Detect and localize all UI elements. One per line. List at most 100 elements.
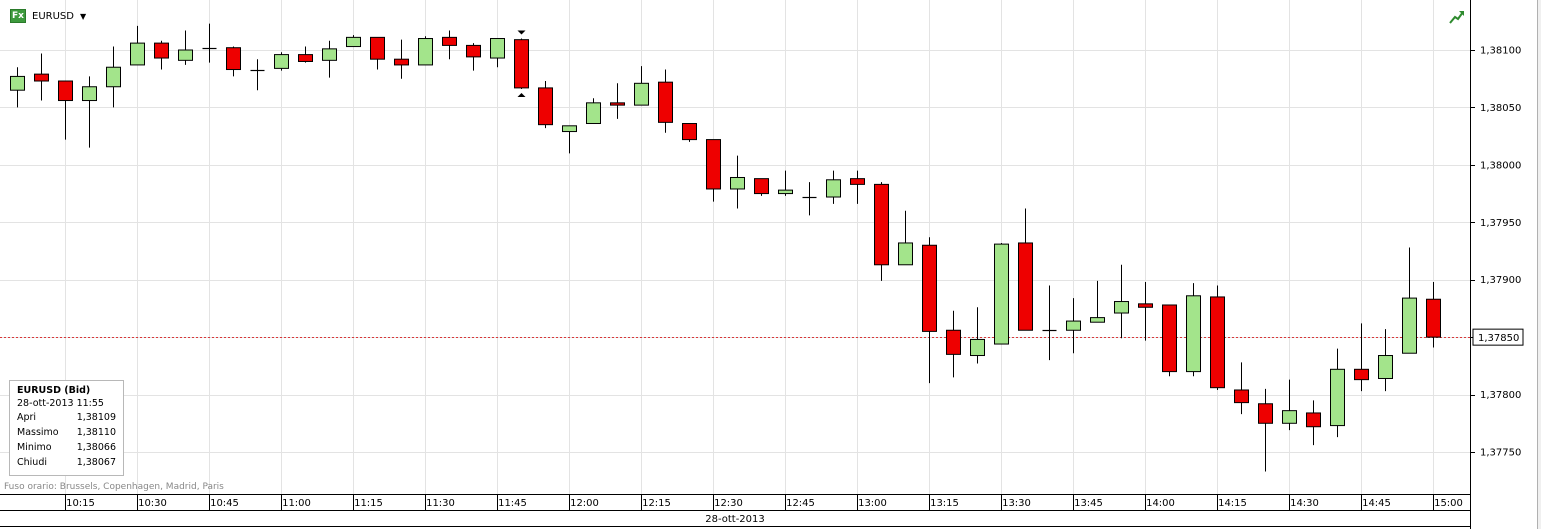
- candle-body-down[interactable]: [226, 47, 241, 71]
- candle-body-up[interactable]: [586, 102, 601, 125]
- info-label: Minimo: [17, 442, 52, 453]
- info-title: EURUSD (Bid): [17, 385, 91, 396]
- x-tick-label: 14:00: [1146, 498, 1175, 509]
- y-tick-label: 1,37800: [1480, 390, 1521, 401]
- info-label: Massimo: [17, 427, 59, 438]
- x-tick-label: 14:45: [1362, 498, 1391, 509]
- candle-body-down[interactable]: [706, 139, 721, 190]
- x-tick-label: 12:00: [570, 498, 599, 509]
- candle-body-up[interactable]: [898, 242, 913, 266]
- candle-body-down[interactable]: [1258, 403, 1273, 424]
- symbol-selector[interactable]: Fx EURUSD ▼: [10, 8, 86, 24]
- info-box: EURUSD (Bid) 28-ott-2013 11:55 Apri 1,381…: [9, 380, 124, 476]
- candle-body-up[interactable]: [322, 48, 337, 61]
- x-tick-label: 13:00: [858, 498, 887, 509]
- x-tick-label: 12:15: [642, 498, 671, 509]
- candle-body-down[interactable]: [610, 102, 625, 106]
- candle-body-down[interactable]: [514, 39, 529, 89]
- candle-body-up[interactable]: [970, 338, 985, 357]
- candle-body-down[interactable]: [946, 329, 961, 355]
- candle-body-down[interactable]: [1306, 412, 1321, 428]
- date-label: 28-ott-2013: [705, 514, 765, 525]
- candle-body-up[interactable]: [562, 125, 577, 133]
- candle-body-up[interactable]: [1114, 301, 1129, 314]
- candle-body-up[interactable]: [178, 49, 193, 61]
- candle-body-down[interactable]: [754, 178, 769, 195]
- candle-body-down[interactable]: [370, 36, 385, 60]
- candle-body-down[interactable]: [298, 54, 313, 62]
- info-value: 1,38109: [76, 412, 116, 423]
- x-tick-label: 10:15: [66, 498, 95, 509]
- selection-marker-top-icon: [517, 30, 526, 35]
- info-row: Minimo 1,38066: [17, 440, 116, 455]
- candle-body-down[interactable]: [154, 42, 169, 59]
- y-tick-label: 1,37950: [1480, 218, 1521, 229]
- candle-body-down[interactable]: [874, 183, 889, 266]
- candle-body-down[interactable]: [58, 80, 73, 102]
- candle-body-down[interactable]: [442, 36, 457, 46]
- x-tick-label: 13:30: [1002, 498, 1031, 509]
- candle-body-down[interactable]: [1210, 296, 1225, 389]
- candle-body-up[interactable]: [778, 189, 793, 195]
- candle-body-down[interactable]: [1354, 368, 1369, 381]
- candle-body-down[interactable]: [394, 58, 409, 66]
- candle-body-up[interactable]: [418, 38, 433, 66]
- x-tick-label: 11:00: [282, 498, 311, 509]
- info-value: 1,38066: [76, 442, 116, 453]
- x-tick-label: 10:45: [210, 498, 239, 509]
- candle-body-down[interactable]: [1426, 298, 1441, 338]
- x-tick-label: 12:30: [714, 498, 743, 509]
- candle-body-up[interactable]: [10, 75, 25, 91]
- candle-body-down[interactable]: [922, 244, 937, 332]
- y-tick-label: 1,37750: [1480, 448, 1521, 459]
- candle-body-down[interactable]: [682, 123, 697, 141]
- candle-body-up[interactable]: [274, 54, 289, 69]
- candle-body-up[interactable]: [1402, 297, 1417, 354]
- timezone-note: Fuso orario: Brussels, Copenhagen, Madri…: [4, 482, 224, 492]
- x-tick-label: 10:30: [138, 498, 167, 509]
- x-tick-label: 12:45: [786, 498, 815, 509]
- candle-body-up[interactable]: [1330, 368, 1345, 427]
- candle-body-up[interactable]: [1066, 320, 1081, 331]
- candle-body-up[interactable]: [994, 243, 1009, 345]
- x-tick-label: 11:30: [426, 498, 455, 509]
- candle-body-up[interactable]: [490, 38, 505, 59]
- candle-body-down[interactable]: [466, 44, 481, 58]
- candle-body-up[interactable]: [1378, 355, 1393, 379]
- candle-body-down[interactable]: [1234, 389, 1249, 404]
- candle-body-down[interactable]: [658, 81, 673, 123]
- info-value: 1,38067: [76, 457, 116, 468]
- current-price-label: 1,37850: [1478, 333, 1519, 344]
- info-row: Apri 1,38109: [17, 410, 116, 425]
- trend-up-icon[interactable]: [1449, 10, 1465, 24]
- candle-body-down[interactable]: [1018, 242, 1033, 331]
- candle-body-up[interactable]: [1090, 317, 1105, 323]
- caret-down-icon[interactable]: ▼: [79, 11, 87, 21]
- y-tick-label: 1,37900: [1480, 275, 1521, 286]
- candle-body-up[interactable]: [346, 36, 361, 48]
- candle-body-up[interactable]: [1186, 295, 1201, 373]
- candle-body-up[interactable]: [106, 66, 121, 88]
- candle-body-down[interactable]: [1138, 303, 1153, 308]
- candle-body-up[interactable]: [1282, 410, 1297, 424]
- selection-marker-bottom-icon: [517, 93, 526, 98]
- candle-body-up[interactable]: [634, 82, 649, 106]
- info-label: Apri: [17, 412, 37, 423]
- info-value: 1,38110: [76, 427, 116, 438]
- scrollbar-track[interactable]: [1537, 0, 1541, 529]
- candle-body-up[interactable]: [730, 176, 745, 190]
- x-tick-label: 15:00: [1434, 498, 1463, 509]
- candle-body-down[interactable]: [850, 178, 865, 185]
- info-label: Chiudi: [17, 457, 47, 468]
- y-tick-label: 1,38100: [1480, 46, 1521, 57]
- candle-body-up[interactable]: [130, 42, 145, 66]
- candle-body-down[interactable]: [1162, 304, 1177, 373]
- candle-body-down[interactable]: [34, 73, 49, 82]
- candle-body-up[interactable]: [826, 179, 841, 198]
- candle-body-down[interactable]: [538, 87, 553, 126]
- candle-body-up[interactable]: [82, 86, 97, 102]
- x-tick-label: 13:45: [1074, 498, 1103, 509]
